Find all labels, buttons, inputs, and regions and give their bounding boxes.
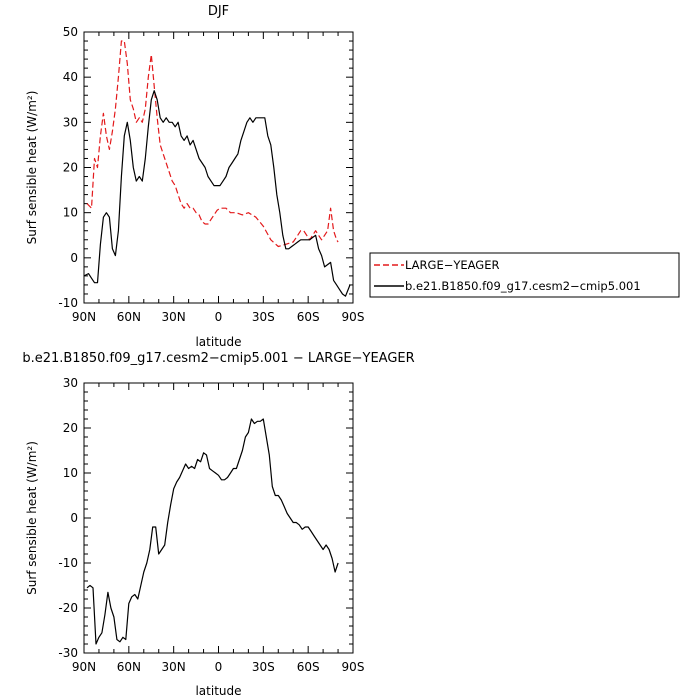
y-tick-label: -10 [58,296,78,310]
x-tick-label: 30N [162,310,186,324]
x-tick-label: 30S [252,660,275,674]
top-chart-panel: DJF 90N 60N 30N 0 30S 60S 90S -10 0 10 20 30 40 50 lati… [25,4,680,349]
y-tick-label: 0 [70,251,78,265]
chart-title: DJF [208,4,229,19]
y-axis-label: Surf sensible heat (W/m²) [25,441,39,595]
y-tick-label: 50 [63,25,78,39]
x-tick-label: 30N [162,660,186,674]
chart-title: b.e21.B1850.f09_g17.cesm2−cmip5.001 − LA… [22,351,414,366]
x-tick-label: 90S [342,310,365,324]
y-tick-label: 40 [63,70,78,84]
x-tick-label: 60S [297,310,320,324]
x-tick-label: 60N [117,310,141,324]
y-tick-label: 0 [70,511,78,525]
plot-frame [83,31,354,304]
y-tick-label: 30 [63,115,78,129]
y-axis-label: Surf sensible heat (W/m²) [25,91,39,245]
x-tick-label: 90N [72,660,96,674]
x-axis-label: latitude [195,335,241,349]
y-tick-label: 20 [63,161,78,175]
x-tick-label: 90S [342,660,365,674]
plot-frame [83,382,354,654]
y-tick-label: 10 [63,206,78,220]
y-tick-label: -30 [58,646,78,660]
x-tick-label: 90N [72,310,96,324]
x-tick-label: 0 [215,310,223,324]
y-tick-label: 30 [63,376,78,390]
difference-chart-panel: b.e21.B1850.f09_g17.cesm2−cmip5.001 − LA… [22,351,414,698]
x-tick-label: 0 [215,660,223,674]
y-tick-label: -20 [58,601,78,615]
y-tick-label: 20 [63,421,78,435]
y-tick-label: -10 [58,556,78,570]
legend-box [369,252,680,298]
series-line-0 [86,418,339,645]
legend-label-0: LARGE−YEAGER [405,258,499,272]
x-tick-label: 60N [117,660,141,674]
series-line-1 [83,90,351,297]
x-tick-label: 60S [297,660,320,674]
legend-label-1: b.e21.B1850.f09_g17.cesm2−cmip5.001 [405,279,641,293]
x-tick-label: 30S [252,310,275,324]
y-tick-label: 10 [63,466,78,480]
series-line-0 [86,40,339,248]
x-axis-label: latitude [195,684,241,698]
